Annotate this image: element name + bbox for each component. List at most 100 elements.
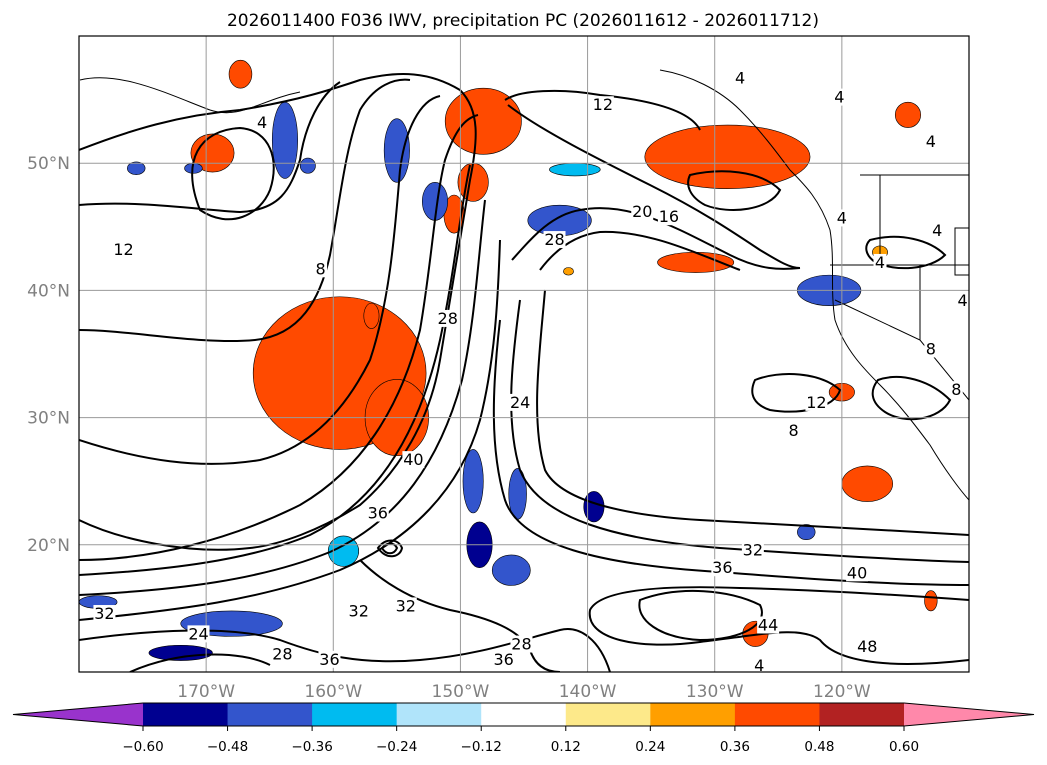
latitude-tick-labels: 50°N 40°N 30°N 20°N (27, 154, 70, 556)
precip-negative-region (148, 644, 213, 661)
precip-negative-region (299, 157, 316, 174)
colorbar-tick-label: 0.24 (635, 739, 665, 755)
lon-tick-label: 150°W (432, 682, 490, 702)
contour-label: 4 (257, 113, 267, 132)
colorbar-swatch (734, 703, 820, 726)
precip-negative-region (583, 491, 605, 523)
contour-label: 4 (932, 221, 942, 240)
contour-label-background (255, 114, 269, 132)
contour-label-background (509, 393, 532, 411)
precip-positive-region (924, 590, 938, 612)
coastlines (79, 69, 969, 501)
contour-label-background (591, 96, 614, 114)
contour-label-background (711, 559, 734, 577)
gridlines (79, 36, 969, 672)
contour-label: 40 (847, 563, 867, 582)
contour-label: 36 (368, 504, 388, 523)
colorbar-tick-label: 0.36 (720, 739, 750, 755)
lat-tick-label: 40°N (27, 281, 70, 301)
lon-tick-label: 160°W (304, 682, 362, 702)
contour-label: 4 (754, 656, 764, 675)
colorbar-extend-high (904, 703, 1034, 726)
lat-tick-label: 30°N (27, 409, 70, 429)
colorbar: −0.60 −0.48 −0.36 −0.24 −0.12 0.12 0.24 0.36 0.4… (12, 702, 1035, 755)
contour-label-background (314, 260, 328, 278)
contour-label-background (835, 209, 849, 227)
contour-label: 24 (510, 393, 530, 412)
contour-label: 4 (926, 132, 936, 151)
lon-tick-label: 170°W (177, 682, 235, 702)
contour-label-background (924, 340, 938, 358)
contour-label-background (856, 638, 879, 656)
contour-label: 36 (712, 558, 732, 577)
contour-label-background (805, 393, 828, 411)
contour-label: 48 (857, 637, 877, 656)
colorbar-tick-label: −0.60 (122, 739, 163, 755)
contour-label: 20 (632, 202, 652, 221)
contour-label-background (187, 625, 210, 643)
contour-label-background (757, 616, 780, 634)
contour-label: 12 (593, 95, 613, 114)
contour-label-background (394, 597, 417, 615)
contour-label: 12 (113, 240, 133, 259)
lon-tick-label: 120°W (813, 682, 871, 702)
contour-label-background (112, 241, 135, 259)
colorbar-tick-label: −0.48 (207, 739, 248, 755)
contour-label-background (631, 203, 654, 221)
contour-label-background (873, 253, 887, 271)
precip-negative-region (797, 524, 816, 541)
precip-positive-region (363, 302, 380, 329)
contour-label-background (347, 602, 370, 620)
contour-label: 36 (493, 650, 513, 669)
precip-negative-region (127, 161, 146, 175)
precip-negative-region (383, 118, 410, 183)
precip-positive-region (457, 162, 489, 202)
colorbar-swatch (396, 703, 482, 726)
contour-label: 28 (272, 645, 292, 664)
contour-label-background (271, 645, 294, 663)
contour-label: 4 (958, 291, 968, 310)
colorbar-extend-low (13, 703, 143, 726)
contour-label: 24 (188, 624, 208, 643)
contour-label-background (832, 88, 846, 106)
colorbar-tick-label: −0.12 (461, 739, 502, 755)
precip-positive-region (894, 101, 921, 128)
colorbar-swatch (650, 703, 736, 726)
contour-label: 32 (396, 596, 416, 615)
contour-label-background (949, 381, 963, 399)
contour-label-background (657, 208, 680, 226)
contour-label-background (924, 133, 938, 151)
longitude-tick-labels: 170°W 160°W 150°W 140°W 130°W 120°W (177, 682, 871, 702)
colorbar-swatch (312, 703, 398, 726)
lon-tick-label: 130°W (686, 682, 744, 702)
colorbar-tick-label: 0.60 (889, 739, 919, 755)
colorbar-swatch (227, 703, 313, 726)
contour-label: 16 (659, 207, 679, 226)
contour-label: 36 (319, 650, 339, 669)
contour-label: 4 (837, 208, 847, 227)
contour-label: 12 (806, 393, 826, 412)
contour-label: 4 (834, 88, 844, 107)
colorbar-tick-label: −0.36 (291, 739, 332, 755)
contour-label-background (402, 451, 425, 469)
chart-title: 2026011400 F036 IWV, precipitation PC (2… (227, 11, 819, 31)
contour-label: 28 (438, 309, 458, 328)
contour-label-background (93, 605, 116, 623)
precip-negative-region (462, 449, 484, 514)
precip-positive-region (644, 124, 811, 189)
contour-label: 8 (315, 259, 325, 278)
contour-label: 28 (544, 230, 564, 249)
lat-tick-label: 20°N (27, 536, 70, 556)
precip-negative-region (491, 554, 531, 586)
precip-positive-region (228, 59, 253, 89)
contour-label-background (787, 421, 801, 439)
map-frame (78, 35, 970, 673)
contour-label: 32 (743, 540, 763, 559)
contour-label-background (318, 650, 341, 668)
contour-label-background (510, 635, 533, 653)
contour-label-background (956, 292, 969, 310)
contour-label-background (846, 564, 869, 582)
